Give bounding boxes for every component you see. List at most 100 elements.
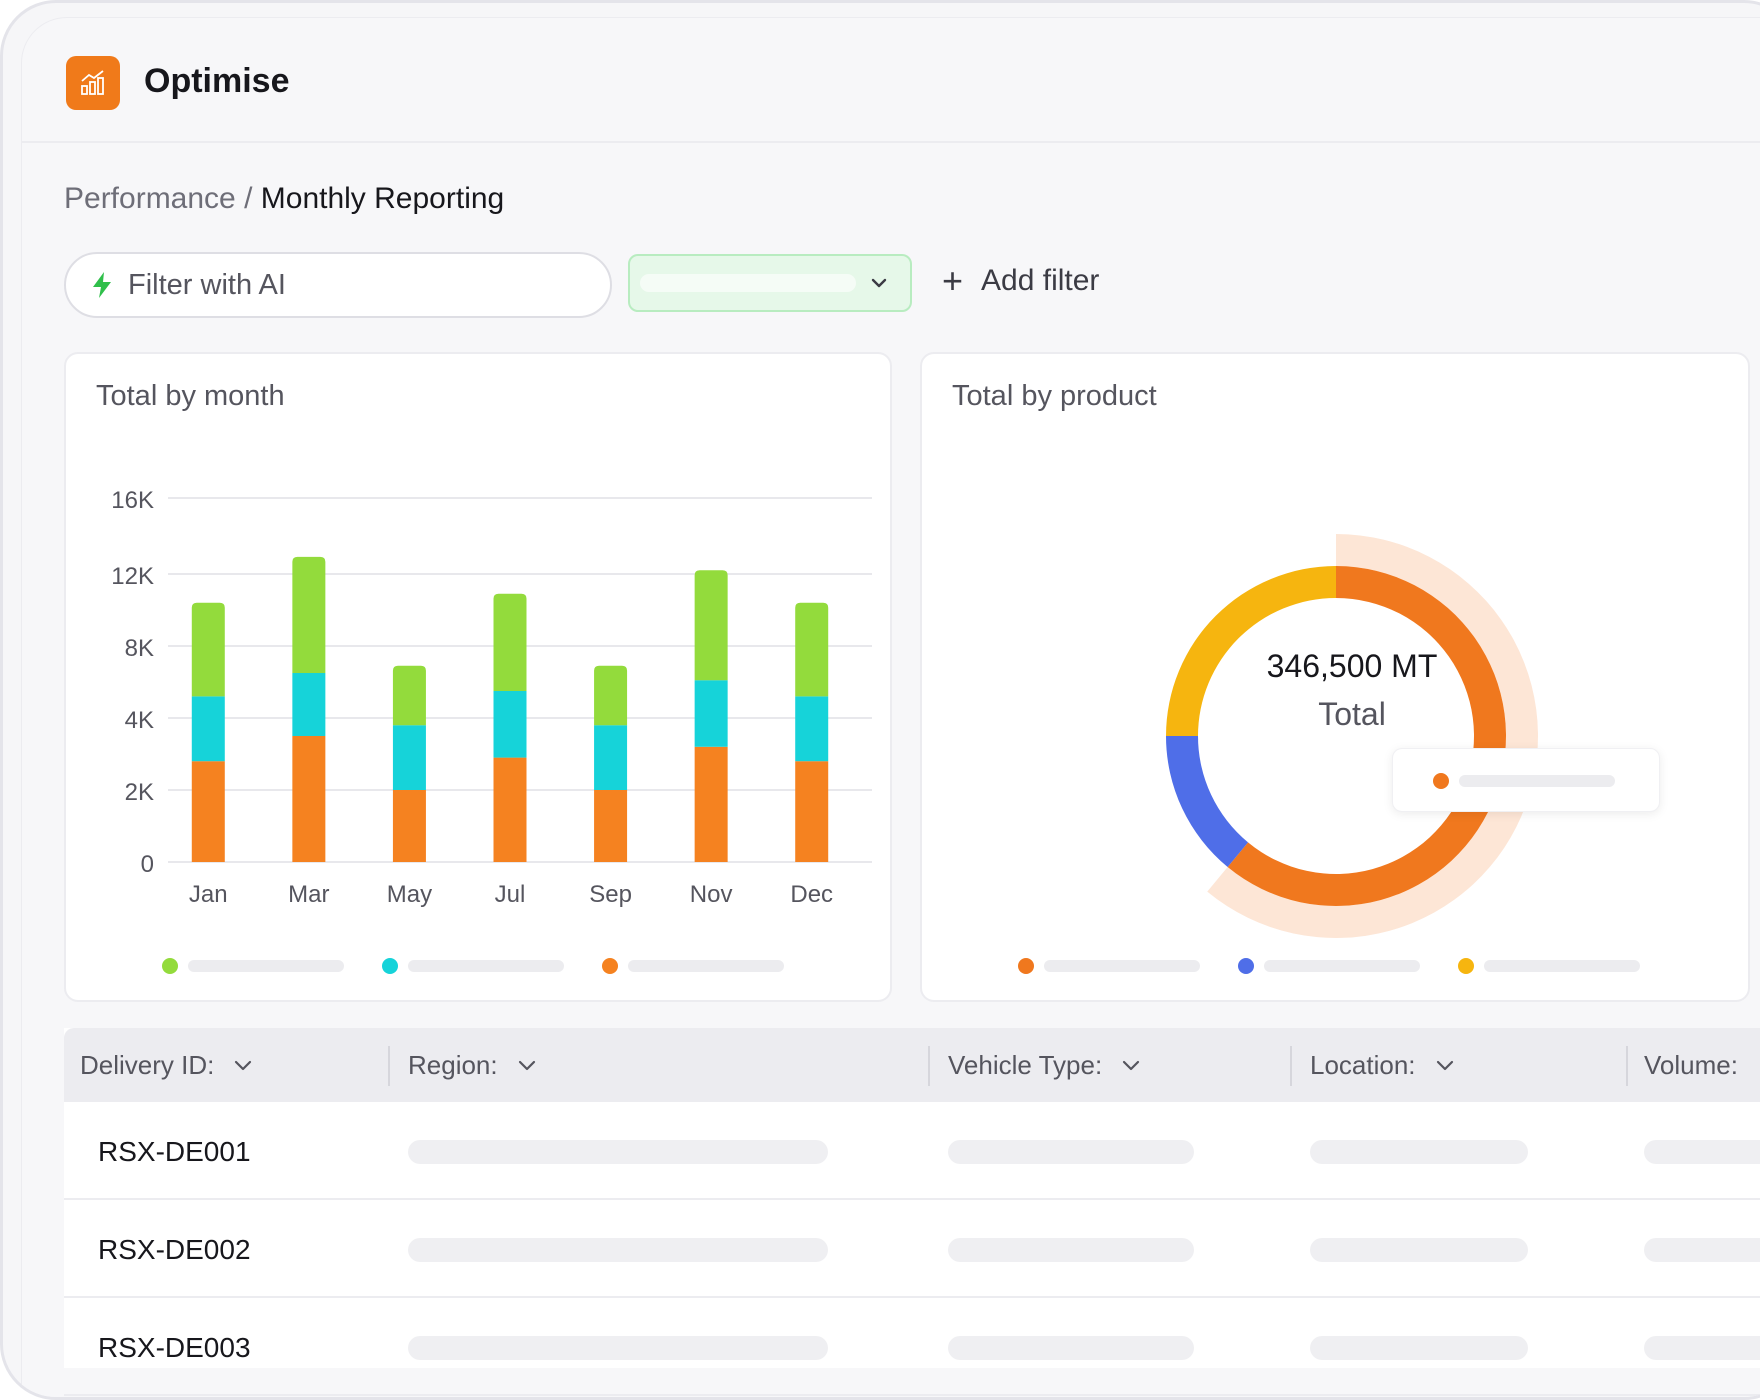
total-by-month-card: Total by month 0 2K 4K 8K 12K 16K Jan Mar May Jul… — [64, 352, 892, 1002]
bar-segment[interactable] — [795, 602, 829, 697]
delivery-id-cell: RSX-DE002 — [98, 1234, 251, 1265]
bar-segment[interactable] — [191, 602, 225, 697]
column-divider[interactable] — [1626, 1046, 1628, 1086]
column-label: Region: — [408, 1049, 498, 1080]
bar-segment[interactable] — [795, 761, 829, 862]
bar-segment[interactable] — [392, 725, 426, 790]
column-divider[interactable] — [928, 1046, 930, 1086]
legend-dot — [382, 958, 398, 974]
vehicle-type-cell-placeholder — [948, 1140, 1194, 1164]
bar-segment[interactable] — [392, 790, 426, 862]
x-tick-label: Jul — [495, 881, 526, 908]
column-header-vehicle-type[interactable]: Vehicle Type: — [948, 1028, 1142, 1102]
x-tick-label: Dec — [790, 881, 833, 908]
dropdown-value-placeholder — [640, 274, 856, 292]
donut-slice[interactable] — [1227, 566, 1506, 906]
bar-segment[interactable] — [594, 790, 628, 862]
y-tick-label: 0 — [141, 851, 154, 878]
total-by-product-card: Total by product 346,500 MT Total — [920, 352, 1750, 1002]
column-divider[interactable] — [388, 1046, 390, 1086]
legend-label-placeholder — [1264, 960, 1420, 972]
legend-item[interactable] — [602, 958, 784, 974]
donut-slice-highlight — [1207, 534, 1538, 938]
bar-chart-legend — [66, 958, 890, 978]
bar-segment[interactable] — [795, 696, 829, 762]
legend-item[interactable] — [382, 958, 564, 974]
stacked-bar-chart: 0 2K 4K 8K 12K 16K Jan Mar May Jul Sep Nov Dec — [111, 487, 872, 908]
column-header-location[interactable]: Location: — [1310, 1028, 1456, 1102]
location-cell-placeholder — [1310, 1238, 1528, 1262]
donut-tooltip — [1392, 748, 1660, 812]
x-tick-label: Jan — [189, 881, 228, 908]
bar-segment[interactable] — [191, 696, 225, 762]
column-header-delivery-id[interactable]: Delivery ID: — [80, 1028, 254, 1102]
chevron-down-icon — [518, 1060, 535, 1071]
column-header-region[interactable]: Region: — [408, 1028, 538, 1102]
y-tick-label: 8K — [125, 635, 154, 662]
chevron-down-icon — [1436, 1060, 1453, 1071]
breadcrumb-current: Monthly Reporting — [260, 182, 505, 215]
bar-segment[interactable] — [292, 556, 326, 673]
donut-chart-legend — [922, 958, 1748, 978]
column-divider[interactable] — [1290, 1046, 1292, 1086]
bar-segment[interactable] — [694, 570, 728, 681]
chevron-down-icon — [1123, 1060, 1140, 1071]
delivery-id-cell: RSX-DE001 — [98, 1136, 251, 1167]
y-tick-label: 16K — [111, 487, 154, 514]
donut-total-value: 346,500 MT — [1266, 648, 1438, 684]
breadcrumb-separator: / — [235, 182, 261, 215]
table-row[interactable]: RSX-DE002 — [64, 1200, 1760, 1298]
bar-chart-icon — [81, 70, 104, 95]
app-window: Optimise Performance / Monthly Reporting… — [21, 17, 1760, 1397]
x-tick-label: Sep — [589, 881, 632, 908]
legend-label-placeholder — [628, 960, 784, 972]
column-label: Delivery ID: — [80, 1049, 215, 1080]
donut-slice[interactable] — [1166, 566, 1336, 736]
legend-item[interactable] — [1238, 958, 1420, 974]
bar-segment[interactable] — [694, 680, 728, 747]
x-tick-label: Nov — [690, 881, 733, 908]
region-cell-placeholder — [408, 1238, 828, 1262]
legend-dot — [1238, 958, 1254, 974]
bar-segment[interactable] — [594, 665, 628, 726]
donut-slice[interactable] — [1166, 736, 1249, 867]
bar-segment[interactable] — [493, 757, 527, 862]
column-label: Volume: — [1644, 1049, 1738, 1080]
chevron-down-icon — [235, 1060, 252, 1071]
donut-chart — [1166, 534, 1538, 938]
bar-segment[interactable] — [594, 725, 628, 790]
bar-segment[interactable] — [292, 673, 326, 736]
bar-segment[interactable] — [292, 736, 326, 862]
bar-segment[interactable] — [493, 691, 527, 758]
add-filter-button[interactable]: + Add filter — [942, 263, 1099, 299]
column-header-volume[interactable]: Volume: — [1644, 1028, 1738, 1102]
legend-dot — [1018, 958, 1034, 974]
legend-item[interactable] — [162, 958, 344, 974]
table-header: Delivery ID: Region: Vehicle Type: Locat… — [64, 1028, 1760, 1102]
tooltip-text-placeholder — [1459, 775, 1615, 787]
legend-item[interactable] — [1458, 958, 1640, 974]
app-header: Optimise — [22, 18, 1760, 143]
filter-dropdown[interactable] — [628, 254, 912, 312]
app-logo[interactable] — [66, 56, 120, 110]
volume-cell-placeholder — [1644, 1140, 1760, 1164]
bar-segment[interactable] — [191, 761, 225, 862]
delivery-id-cell: RSX-DE003 — [98, 1332, 251, 1363]
bar-segment[interactable] — [493, 593, 527, 691]
x-tick-label: Mar — [288, 881, 329, 908]
breadcrumb-parent[interactable]: Performance — [64, 182, 236, 215]
legend-dot — [162, 958, 178, 974]
ai-filter-input[interactable]: Filter with AI — [64, 252, 612, 318]
legend-label-placeholder — [188, 960, 344, 972]
bar-segment[interactable] — [392, 665, 426, 726]
table-row[interactable]: RSX-DE003 — [64, 1298, 1760, 1396]
legend-label-placeholder — [1484, 960, 1640, 972]
table-row[interactable]: RSX-DE001 — [64, 1102, 1760, 1200]
ai-filter-label: Filter with AI — [128, 268, 286, 301]
legend-dot — [1458, 958, 1474, 974]
bar-segment[interactable] — [694, 746, 728, 862]
y-tick-label: 12K — [111, 563, 154, 590]
tooltip-dot — [1433, 773, 1449, 789]
legend-item[interactable] — [1018, 958, 1200, 974]
